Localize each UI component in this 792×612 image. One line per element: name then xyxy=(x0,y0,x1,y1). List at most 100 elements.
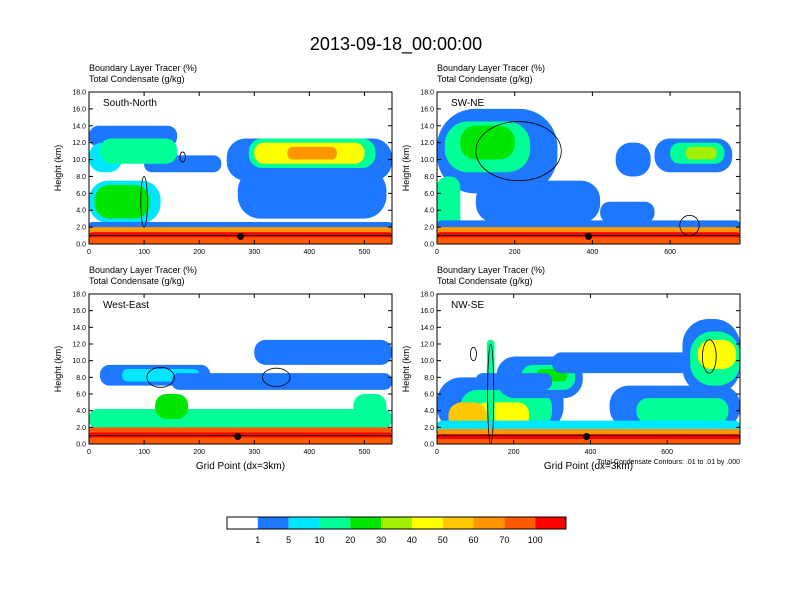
condensate-contours xyxy=(469,339,717,444)
tracer-field xyxy=(437,108,740,244)
panel-label: South-North xyxy=(103,98,157,109)
colorbar-label: 10 xyxy=(314,535,324,545)
y-tick-label: 2.0 xyxy=(76,225,86,232)
tracer-region xyxy=(685,146,717,160)
tracer-region xyxy=(460,125,515,160)
colorbar-swatch xyxy=(257,517,289,529)
x-tick-label: 0 xyxy=(87,249,91,256)
colorbar-label: 70 xyxy=(499,535,509,545)
y-tick-label: 4.0 xyxy=(76,408,86,415)
colorbar-label: 30 xyxy=(376,535,386,545)
tracer-region xyxy=(600,201,655,223)
tracer-region xyxy=(475,180,601,223)
colorbar-swatch xyxy=(473,517,505,529)
panel-sw-ne: Boundary Layer Tracer (%) Total Condensa… xyxy=(401,63,741,256)
panel-title-line1: Boundary Layer Tracer (%) xyxy=(437,63,545,73)
x-tick-label: 400 xyxy=(304,249,316,256)
tracer-field xyxy=(437,319,740,444)
colorbar-swatch xyxy=(319,517,351,529)
tracer-region xyxy=(89,237,392,244)
y-axis-label: Height (km) xyxy=(53,346,63,393)
tracer-region xyxy=(437,237,740,244)
y-tick-label: 12.0 xyxy=(420,342,434,349)
tracer-region xyxy=(353,394,387,419)
y-tick-label: 16.0 xyxy=(420,308,434,315)
panel-title-line2: Total Condensate (g/kg) xyxy=(89,276,185,286)
plot-frame xyxy=(436,91,741,245)
y-tick-label: 12.0 xyxy=(420,140,434,147)
colorbar-label: 60 xyxy=(469,535,479,545)
condensate-contour xyxy=(140,176,148,228)
tracer-region xyxy=(287,146,337,160)
x-tick-label: 400 xyxy=(585,449,597,456)
colorbar-swatch xyxy=(535,517,566,529)
y-tick-label: 8.0 xyxy=(76,174,86,181)
y-tick-label: 10.0 xyxy=(72,157,86,164)
y-tick-label: 18.0 xyxy=(420,292,434,299)
y-tick-label: 2.0 xyxy=(424,225,434,232)
plot-frame xyxy=(88,293,393,445)
x-tick-label: 600 xyxy=(661,449,673,456)
y-tick-label: 0.0 xyxy=(424,442,434,449)
colorbar-frame xyxy=(226,516,567,530)
condensate-contour xyxy=(146,366,175,388)
colorbar-swatch xyxy=(227,517,258,529)
x-tick-label: 300 xyxy=(248,449,260,456)
tracer-region xyxy=(697,339,737,369)
y-tick-label: 18.0 xyxy=(72,292,86,299)
panel-nw-se: Boundary Layer Tracer (%) Total Condensa… xyxy=(401,265,741,472)
x-tick-label: 400 xyxy=(587,249,599,256)
tracer-region xyxy=(89,437,392,444)
panel-title-line1: Boundary Layer Tracer (%) xyxy=(89,265,197,275)
plot-frame xyxy=(88,91,393,245)
tracer-region xyxy=(552,352,706,374)
tracer-region xyxy=(615,142,651,177)
y-tick-label: 2.0 xyxy=(76,425,86,432)
condensate-contour xyxy=(487,343,495,444)
condensate-contour xyxy=(262,367,291,387)
x-tick-label: 200 xyxy=(509,249,521,256)
panel-south-north: Boundary Layer Tracer (%) Total Condensa… xyxy=(53,63,393,256)
y-tick-label: 14.0 xyxy=(420,123,434,130)
colorbar-label: 5 xyxy=(286,535,291,545)
condensate-contour xyxy=(179,151,186,163)
y-tick-label: 4.0 xyxy=(424,208,434,215)
y-axis-label: Height (km) xyxy=(401,346,411,393)
y-tick-label: 18.0 xyxy=(72,90,86,97)
y-tick-label: 8.0 xyxy=(424,174,434,181)
contour-note: Total Condensate Contours: .01 to .01 by… xyxy=(597,459,740,466)
location-marker xyxy=(234,433,242,440)
y-tick-label: 4.0 xyxy=(424,408,434,415)
tracer-field xyxy=(89,125,392,244)
x-tick-label: 500 xyxy=(359,449,371,456)
y-tick-label: 14.0 xyxy=(72,123,86,130)
tracer-region xyxy=(254,339,392,365)
y-tick-label: 14.0 xyxy=(420,325,434,332)
colorbar-label: 1 xyxy=(255,535,260,545)
colorbar-swatch xyxy=(504,517,536,529)
condensate-contours xyxy=(140,151,186,228)
tracer-region xyxy=(94,184,150,219)
panel-title-line2: Total Condensate (g/kg) xyxy=(437,276,533,286)
y-tick-label: 4.0 xyxy=(76,208,86,215)
tracer-region xyxy=(437,220,740,229)
tracer-region xyxy=(437,439,740,444)
y-tick-label: 10.0 xyxy=(420,358,434,365)
tracer-region xyxy=(89,409,392,429)
figure-title: 2013-09-18_00:00:00 xyxy=(310,34,482,55)
y-tick-label: 2.0 xyxy=(424,425,434,432)
y-tick-label: 6.0 xyxy=(76,191,86,198)
y-tick-label: 0.0 xyxy=(76,242,86,249)
colorbar-swatch xyxy=(411,517,443,529)
y-tick-label: 6.0 xyxy=(424,191,434,198)
colorbar-label: 20 xyxy=(345,535,355,545)
x-tick-label: 0 xyxy=(435,249,439,256)
tracer-region xyxy=(155,394,189,419)
y-tick-label: 10.0 xyxy=(72,358,86,365)
y-tick-label: 16.0 xyxy=(72,308,86,315)
x-tick-label: 0 xyxy=(87,449,91,456)
y-tick-label: 0.0 xyxy=(76,442,86,449)
tracer-region xyxy=(475,373,553,390)
location-marker xyxy=(585,232,592,240)
tracer-region xyxy=(171,373,392,390)
